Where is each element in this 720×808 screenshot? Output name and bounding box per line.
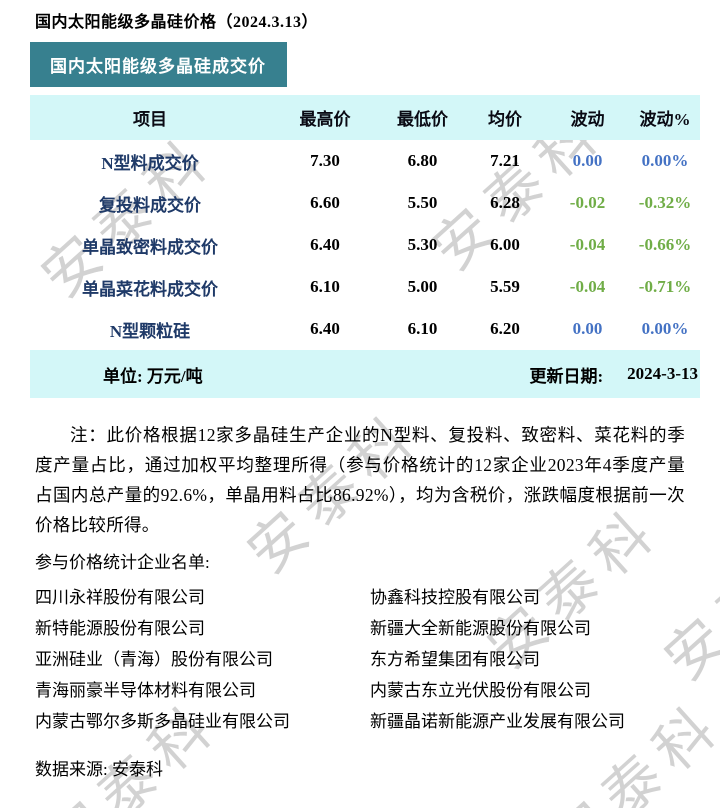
table-body: N型料成交价 7.30 6.80 7.21 0.00 0.00% 复投料成交价 6.60 5.5… bbox=[30, 140, 700, 350]
cell-low: 5.30 bbox=[407, 235, 438, 254]
price-table: 项目 最高价 最低价 均价 波动 波动% N型料成交价 7.30 6.80 7.21 0… bbox=[30, 95, 700, 398]
participants-section: 参与价格统计企业名单: 四川永祥股份有限公司 新特能源股份有限公司亚洲硅业（青海）… bbox=[35, 548, 695, 737]
company-name: 新疆晶诺新能源产业发展有限公司 bbox=[370, 712, 625, 731]
cell-change-pct: 0.00% bbox=[641, 151, 689, 170]
table-row: 单晶致密料成交价 6.40 5.30 6.00 -0.04 -0.66% bbox=[30, 224, 700, 266]
cell-avg: 6.00 bbox=[490, 235, 520, 254]
unit-value: 万元/吨 bbox=[146, 366, 203, 386]
cell-change-pct: -0.32% bbox=[638, 193, 692, 212]
unit-label: 单位: bbox=[103, 366, 143, 386]
header-cell-change: 波动 bbox=[570, 110, 605, 129]
cell-change: -0.02 bbox=[569, 193, 606, 212]
table-header-row: 项目 最高价 最低价 均价 波动 波动% bbox=[30, 95, 700, 140]
row-label: N型料成交价 bbox=[101, 153, 199, 173]
company-name: 内蒙古东立光伏股份有限公司 bbox=[370, 681, 591, 700]
table-row: 复投料成交价 6.60 5.50 6.28 -0.02 -0.32% bbox=[30, 182, 700, 224]
company-name: 青海丽豪半导体材料有限公司 bbox=[35, 681, 256, 700]
cell-low: 6.80 bbox=[407, 151, 438, 170]
table-row: 单晶菜花料成交价 6.10 5.00 5.59 -0.04 -0.71% bbox=[30, 266, 700, 308]
cell-avg: 5.59 bbox=[490, 277, 520, 296]
row-label: 复投料成交价 bbox=[99, 195, 201, 215]
cell-low: 6.10 bbox=[407, 319, 438, 338]
cell-change: 0.00 bbox=[572, 319, 603, 338]
header-cell-high: 最高价 bbox=[299, 110, 351, 129]
cell-low: 5.00 bbox=[407, 277, 438, 296]
table-row: N型料成交价 7.30 6.80 7.21 0.00 0.00% bbox=[30, 140, 700, 182]
cell-avg: 6.20 bbox=[490, 319, 520, 338]
table-footer-row: 单位: 万元/吨 更新日期: 2024-3-13 bbox=[30, 350, 700, 398]
row-label: 单晶菜花料成交价 bbox=[82, 279, 218, 299]
update-date-label: 更新日期: bbox=[529, 366, 604, 386]
page-title: 国内太阳能级多晶硅价格（2024.3.13） bbox=[35, 14, 319, 31]
cell-high: 6.40 bbox=[310, 235, 340, 254]
company-name: 四川永祥股份有限公司 bbox=[35, 588, 205, 607]
cell-avg: 6.28 bbox=[490, 193, 520, 212]
cell-high: 6.40 bbox=[310, 319, 340, 338]
cell-change: 0.00 bbox=[572, 151, 603, 170]
cell-change: -0.04 bbox=[569, 235, 606, 254]
update-date: 更新日期: 2024-3-13 bbox=[530, 362, 699, 387]
cell-change-pct: 0.00% bbox=[641, 319, 689, 338]
table-row: N型颗粒硅 6.40 6.10 6.20 0.00 0.00% bbox=[30, 308, 700, 350]
cell-avg: 7.21 bbox=[490, 151, 520, 170]
company-name: 新疆大全新能源股份有限公司 bbox=[370, 619, 591, 638]
header-cell-item: 项目 bbox=[133, 110, 167, 129]
cell-change: -0.04 bbox=[569, 277, 606, 296]
data-source-value: 安泰科 bbox=[111, 760, 163, 779]
header-cell-change-pct: 波动% bbox=[639, 110, 691, 129]
cell-high: 7.30 bbox=[310, 151, 340, 170]
row-label: N型颗粒硅 bbox=[109, 321, 191, 341]
participants-right-column: 协鑫科技控股有限公司新疆大全新能源股份有限公司 东方希望集团有限公司内蒙古东立光伏… bbox=[370, 582, 695, 737]
company-name: 新特能源股份有限公司 bbox=[35, 619, 205, 638]
data-source-label: 数据来源: bbox=[35, 760, 108, 779]
row-label: 单晶致密料成交价 bbox=[82, 237, 218, 257]
data-source: 数据来源: 安泰科 bbox=[35, 755, 163, 780]
cell-low: 5.50 bbox=[407, 193, 438, 212]
company-name: 亚洲硅业（青海）股份有限公司 bbox=[35, 650, 273, 669]
section-banner: 国内太阳能级多晶硅成交价 bbox=[30, 42, 287, 87]
company-name: 东方希望集团有限公司 bbox=[370, 650, 540, 669]
cell-high: 6.10 bbox=[310, 277, 340, 296]
banner-title: 国内太阳能级多晶硅成交价 bbox=[50, 57, 266, 76]
header-cell-low: 最低价 bbox=[397, 110, 448, 129]
cell-change-pct: -0.66% bbox=[638, 235, 692, 254]
unit-info: 单位: 万元/吨 bbox=[103, 362, 203, 387]
participants-heading: 参与价格统计企业名单: bbox=[35, 553, 210, 572]
participants-columns: 四川永祥股份有限公司 新特能源股份有限公司亚洲硅业（青海）股份有限公司 青海丽豪半导… bbox=[35, 582, 695, 737]
company-name: 协鑫科技控股有限公司 bbox=[370, 588, 540, 607]
update-date-value: 2024-3-13 bbox=[627, 364, 698, 383]
company-name: 内蒙古鄂尔多斯多晶硅业有限公司 bbox=[35, 712, 290, 731]
cell-change-pct: -0.71% bbox=[638, 277, 692, 296]
note-paragraph: 注：此价格根据12家多晶硅生产企业的N型料、复投料、致密料、菜花料的季度产量占比… bbox=[35, 425, 685, 535]
cell-high: 6.60 bbox=[310, 193, 340, 212]
header-cell-avg: 均价 bbox=[488, 110, 522, 129]
participants-left-column: 四川永祥股份有限公司 新特能源股份有限公司亚洲硅业（青海）股份有限公司 青海丽豪半导… bbox=[35, 582, 370, 737]
